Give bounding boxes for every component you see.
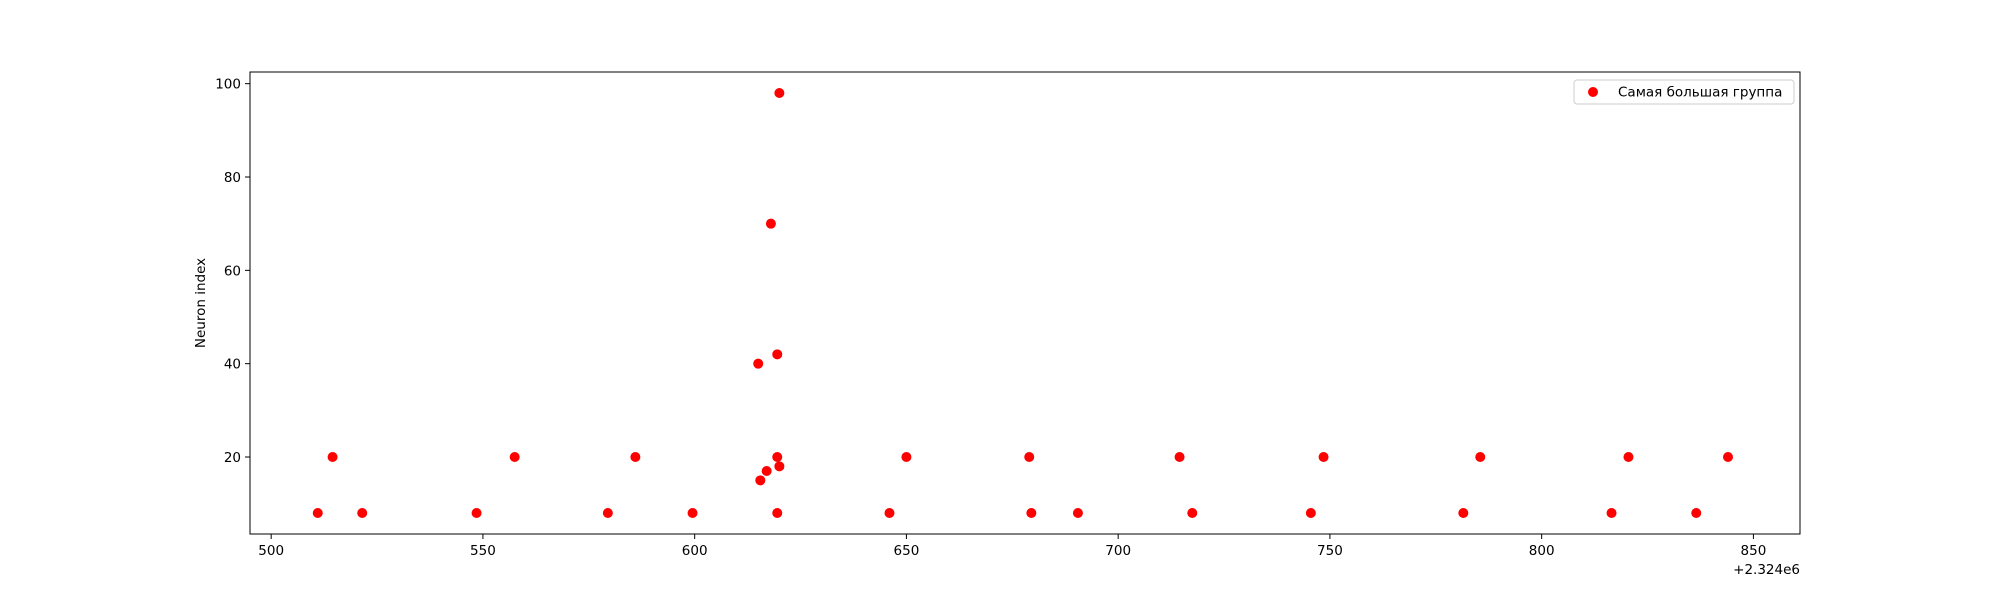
y-axis-ticks: 20 40 60 80 100 bbox=[215, 77, 250, 466]
x-tick-label: 850 bbox=[1741, 543, 1767, 559]
data-point bbox=[1606, 508, 1617, 518]
data-point bbox=[901, 452, 912, 462]
data-point bbox=[774, 461, 785, 472]
data-point bbox=[687, 508, 698, 518]
data-point bbox=[1691, 508, 1702, 518]
data-point bbox=[774, 88, 785, 98]
data-point bbox=[1174, 452, 1185, 462]
data-point bbox=[884, 508, 895, 518]
x-axis-offset-label: +2.324e6 bbox=[1733, 562, 1800, 578]
legend-marker bbox=[1588, 87, 1598, 97]
data-point bbox=[753, 358, 764, 369]
data-point bbox=[1187, 508, 1198, 518]
data-point bbox=[1318, 452, 1329, 462]
x-tick-label: 500 bbox=[258, 543, 284, 559]
x-tick-label: 800 bbox=[1529, 543, 1555, 559]
legend: Самая большая группа bbox=[1573, 79, 1795, 105]
data-point bbox=[630, 452, 641, 462]
data-point bbox=[509, 452, 520, 462]
legend-label: Самая большая группа bbox=[1618, 85, 1782, 101]
data-point bbox=[327, 452, 338, 462]
data-point bbox=[1458, 508, 1469, 518]
y-tick-label: 100 bbox=[215, 77, 241, 93]
data-point bbox=[1072, 508, 1083, 518]
data-point bbox=[357, 508, 368, 518]
data-point bbox=[765, 218, 776, 229]
data-point bbox=[1026, 508, 1037, 518]
x-axis-ticks: 500 550 600 650 700 750 800 850 bbox=[258, 534, 1766, 559]
data-point bbox=[602, 508, 613, 518]
y-tick-label: 20 bbox=[224, 450, 241, 466]
data-point bbox=[1723, 452, 1734, 462]
y-axis-label: Neuron index bbox=[193, 258, 209, 348]
y-tick-label: 40 bbox=[224, 357, 241, 373]
data-point bbox=[471, 508, 482, 518]
data-points bbox=[312, 88, 1734, 518]
data-point bbox=[755, 475, 766, 486]
data-point bbox=[312, 508, 323, 518]
y-tick-label: 60 bbox=[224, 263, 241, 279]
data-point bbox=[772, 452, 783, 462]
x-tick-label: 750 bbox=[1317, 543, 1343, 559]
legend-box bbox=[1573, 79, 1795, 105]
data-point bbox=[772, 349, 783, 360]
x-tick-label: 550 bbox=[470, 543, 496, 559]
x-tick-label: 700 bbox=[1105, 543, 1131, 559]
data-point bbox=[1623, 452, 1634, 462]
y-tick-label: 80 bbox=[224, 170, 241, 186]
x-tick-label: 650 bbox=[894, 543, 920, 559]
data-point bbox=[1024, 452, 1035, 462]
data-point bbox=[1475, 452, 1486, 462]
data-point bbox=[1305, 508, 1316, 518]
data-point bbox=[761, 466, 772, 476]
data-point bbox=[772, 508, 783, 518]
x-tick-label: 600 bbox=[682, 543, 708, 559]
plot-frame bbox=[249, 71, 1801, 535]
